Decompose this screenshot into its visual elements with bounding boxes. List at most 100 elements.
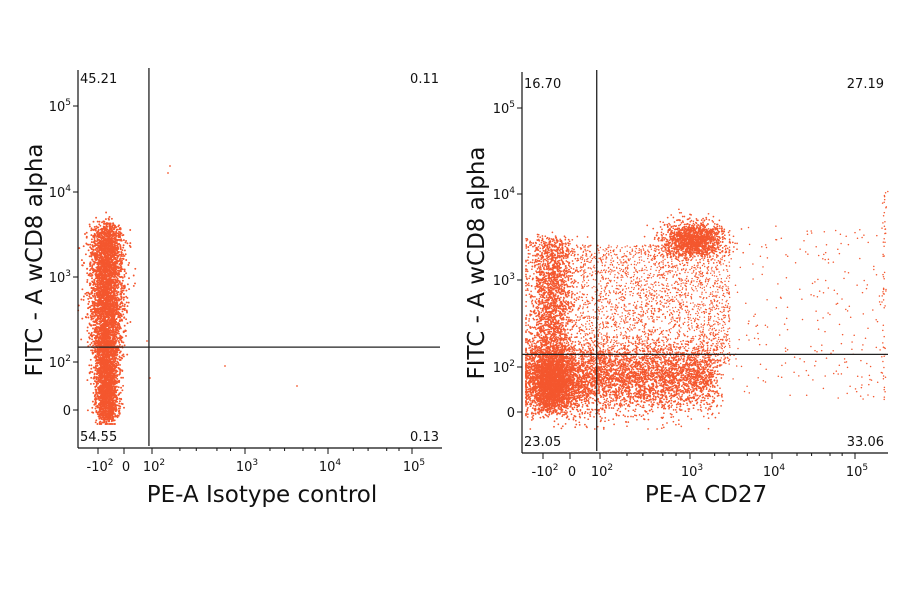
event-dot: [106, 388, 109, 391]
event-dot: [117, 282, 120, 285]
event-dot: [120, 295, 123, 298]
event-dot: [106, 261, 108, 264]
event-dot: [122, 355, 125, 358]
event-dot: [123, 273, 126, 276]
event-dot: [93, 321, 96, 324]
event-dot: [92, 391, 95, 394]
event-dot: [95, 357, 98, 360]
event-dot: [95, 252, 98, 255]
event-dot: [102, 374, 105, 377]
event-dot: [95, 392, 98, 395]
event-dot: [104, 237, 107, 240]
event-dot: [96, 250, 99, 253]
event-dot: [104, 293, 106, 296]
event-dot: [108, 393, 111, 396]
event-dot: [99, 247, 102, 250]
event-dot: [105, 259, 108, 262]
event-dot: [96, 254, 99, 257]
event-dot: [88, 223, 91, 226]
event-dot: [95, 376, 98, 379]
event-dot: [114, 296, 117, 299]
event-dot: [115, 249, 118, 252]
event-dot: [95, 225, 98, 228]
event-dot: [108, 370, 111, 373]
event-dot: [128, 277, 130, 280]
event-dot: [101, 230, 104, 233]
event-dot: [94, 407, 97, 410]
event-dot: [102, 389, 105, 392]
event-dot: [113, 237, 116, 240]
event-dot: [91, 400, 94, 403]
event-dot: [111, 305, 114, 308]
event-dot: [89, 261, 92, 264]
event-dot: [103, 276, 106, 279]
event-dot: [110, 217, 113, 220]
event-dot: [125, 295, 128, 298]
event-dot: [96, 239, 99, 241]
event-dot: [82, 245, 85, 248]
event-dot: [94, 244, 96, 247]
event-dot: [118, 400, 121, 403]
event-dot: [119, 316, 122, 319]
event-dot: [115, 391, 118, 394]
event-dot: [108, 222, 111, 225]
event-dot: [91, 308, 93, 311]
event-dot: [129, 229, 132, 231]
event-dot: [117, 337, 120, 340]
event-dot: [102, 332, 105, 335]
event-dot: [121, 389, 124, 392]
event-dot: [120, 293, 123, 296]
event-dot: [109, 365, 112, 368]
event-dot: [122, 293, 125, 295]
event-dot: [112, 328, 115, 331]
event-dot: [103, 353, 106, 356]
event-dot: [118, 332, 120, 335]
event-dot: [92, 286, 95, 289]
event-dot: [89, 274, 92, 277]
event-dot: [96, 244, 99, 247]
event-dot: [126, 305, 129, 308]
event-dot: [95, 216, 98, 219]
event-dot: [100, 263, 102, 266]
event-dot: [105, 232, 108, 235]
event-dot: [100, 234, 103, 237]
event-dot: [87, 316, 90, 319]
event-dot: [94, 354, 97, 357]
event-dot: [97, 310, 100, 313]
event-dot: [110, 251, 113, 254]
event-dot: [117, 232, 120, 235]
event-dot: [110, 394, 113, 396]
event-dot: [89, 297, 92, 299]
event-dot: [104, 282, 107, 285]
event-dot: [87, 297, 90, 300]
event-dot: [108, 331, 111, 334]
event-dot: [108, 290, 110, 293]
event-dot: [102, 257, 104, 260]
event-dot: [123, 406, 125, 409]
event-dot: [104, 228, 107, 231]
event-dot: [91, 294, 94, 297]
event-dot: [103, 360, 106, 363]
event-dot: [100, 259, 103, 262]
event-dot: [102, 417, 105, 420]
event-dot: [120, 253, 123, 256]
event-dot: [97, 397, 100, 400]
event-dot: [93, 268, 96, 271]
event-dot: [107, 364, 110, 367]
event-dot: [115, 333, 117, 336]
event-dot: [107, 328, 110, 331]
event-dot: [85, 236, 88, 239]
event-dot: [109, 319, 112, 322]
event-dot: [80, 298, 83, 301]
event-dot: [99, 257, 102, 260]
event-dot: [115, 371, 117, 374]
event-dot: [116, 326, 119, 329]
event-dot: [93, 292, 96, 295]
event-dot: [121, 310, 124, 313]
event-dot: [90, 241, 93, 244]
event-dot: [111, 264, 114, 267]
event-dot: [114, 338, 116, 341]
event-dot: [113, 269, 116, 272]
event-dot: [98, 259, 101, 262]
event-dot: [126, 242, 129, 245]
